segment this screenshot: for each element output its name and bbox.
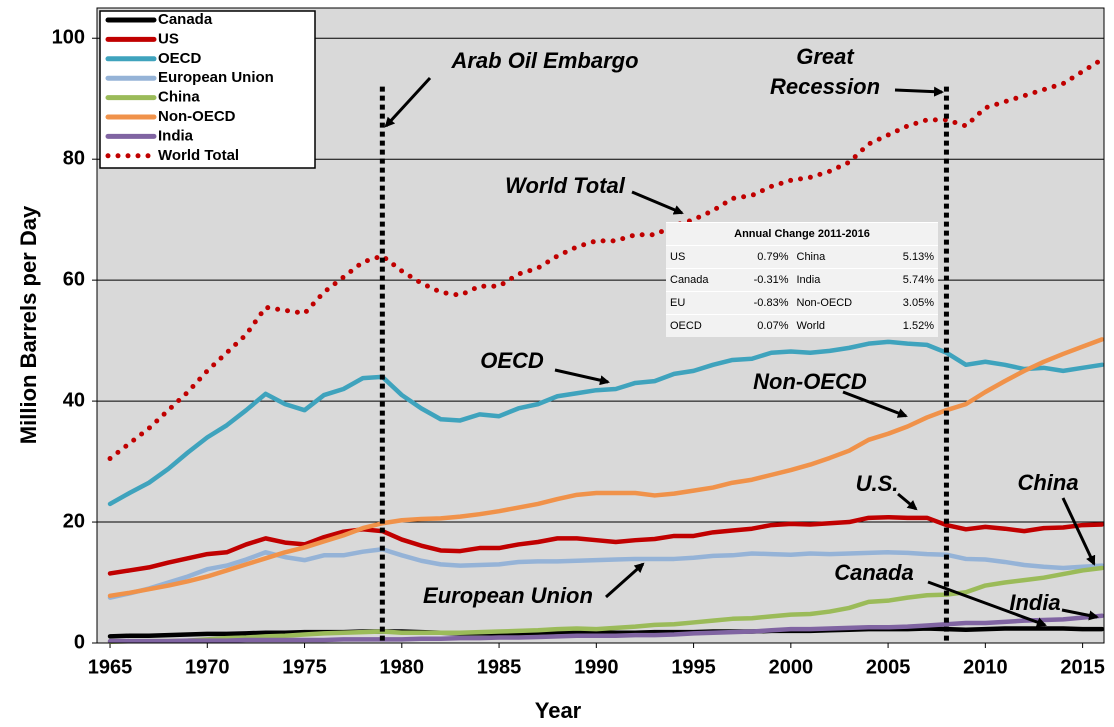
series-line: [107, 626, 1105, 639]
table-cell: 5.74%: [882, 268, 938, 292]
arrow: [842, 390, 908, 418]
event-label: Arab Oil Embargo: [450, 48, 638, 73]
x-tick-label: 1965: [88, 656, 133, 678]
x-tick-label: 2005: [866, 656, 911, 678]
table-row: US 0.79% China 5.13%: [666, 245, 938, 269]
table-cell: 0.79%: [731, 245, 793, 269]
arrow: [894, 86, 944, 97]
arrow: [1061, 497, 1096, 566]
series-line: [107, 613, 1105, 644]
annotation: Non-OECD: [753, 369, 867, 394]
table-cell: EU: [666, 291, 732, 315]
x-tick-label: 1980: [380, 656, 425, 678]
table-cell: India: [792, 268, 883, 292]
legend-label: Non-OECD: [158, 108, 236, 125]
annotation: Canada: [834, 560, 913, 585]
x-tick-label: 1970: [185, 656, 230, 678]
table-cell: China: [792, 245, 883, 269]
annotation: China: [1017, 470, 1078, 495]
event-label: Great Recession: [769, 44, 881, 99]
y-tick-label: 60: [63, 268, 85, 290]
table-cell: OECD: [666, 314, 732, 337]
arrow: [1061, 608, 1099, 621]
legend-label: European Union: [158, 69, 274, 86]
legend-box: [99, 10, 316, 169]
annotation: European Union: [423, 583, 593, 608]
legend-label: World Total: [158, 147, 239, 164]
y-tick-label: 80: [63, 147, 85, 169]
arrows: [384, 76, 1099, 627]
legend-label: China: [158, 89, 200, 106]
y-tick-label: 20: [63, 510, 85, 532]
arrow: [384, 76, 432, 128]
table-cell: US: [666, 245, 732, 269]
table-row: OECD 0.07% World 1.52%: [666, 314, 938, 337]
x-tick-label: 1995: [671, 656, 716, 678]
arrow: [631, 190, 684, 215]
table-cell: -0.31%: [731, 268, 793, 292]
arrow: [605, 562, 645, 599]
y-tick-label: 0: [74, 631, 85, 653]
table-cell: 0.07%: [731, 314, 793, 337]
annotation: World Total: [505, 173, 626, 198]
table-cell: Non-OECD: [792, 291, 883, 315]
series-line: [107, 339, 1105, 507]
x-tick-label: 1975: [282, 656, 327, 678]
table-cell: 1.52%: [882, 314, 938, 337]
series-line: [107, 565, 1105, 645]
series-line: [107, 56, 1105, 462]
annotation: India: [1009, 590, 1060, 615]
table-title: Annual Change 2011-2016: [666, 222, 938, 246]
legend-label: OECD: [158, 50, 202, 67]
x-tick-label: 2010: [963, 656, 1008, 678]
legend-label: Canada: [158, 11, 213, 28]
y-tick-label: 100: [52, 27, 85, 49]
table-cell: -0.83%: [731, 291, 793, 315]
annotation: U.S.: [856, 471, 899, 496]
arrow: [554, 368, 610, 386]
inset-table: Annual Change 2011-2016 US 0.79% China 5.13…: [666, 222, 938, 337]
annotation: OECD: [480, 348, 544, 373]
table-cell: 5.13%: [882, 245, 938, 269]
x-tick-label: 2015: [1060, 656, 1105, 678]
x-tick-label: 1990: [574, 656, 619, 678]
x-tick-label: 1985: [477, 656, 522, 678]
table-cell: World: [792, 314, 883, 337]
table-cell: Canada: [666, 268, 732, 292]
arrow: [897, 492, 918, 511]
x-axis-title: Year: [535, 698, 582, 723]
table-row: EU -0.83% Non-OECD 3.05%: [666, 291, 938, 315]
series-line: [107, 514, 1105, 576]
legend-label: US: [158, 30, 179, 47]
arrow: [927, 580, 1047, 627]
x-tick-label: 2000: [769, 656, 814, 678]
table-cell: 3.05%: [882, 291, 938, 315]
y-tick-label: 40: [63, 389, 85, 411]
legend-label: India: [158, 127, 194, 144]
plot-border: [96, 7, 1105, 644]
table-row: Canada -0.31% India 5.74%: [666, 268, 938, 292]
series-line: [107, 337, 1105, 599]
y-axis-title: Million Barrels per Day: [16, 205, 41, 444]
